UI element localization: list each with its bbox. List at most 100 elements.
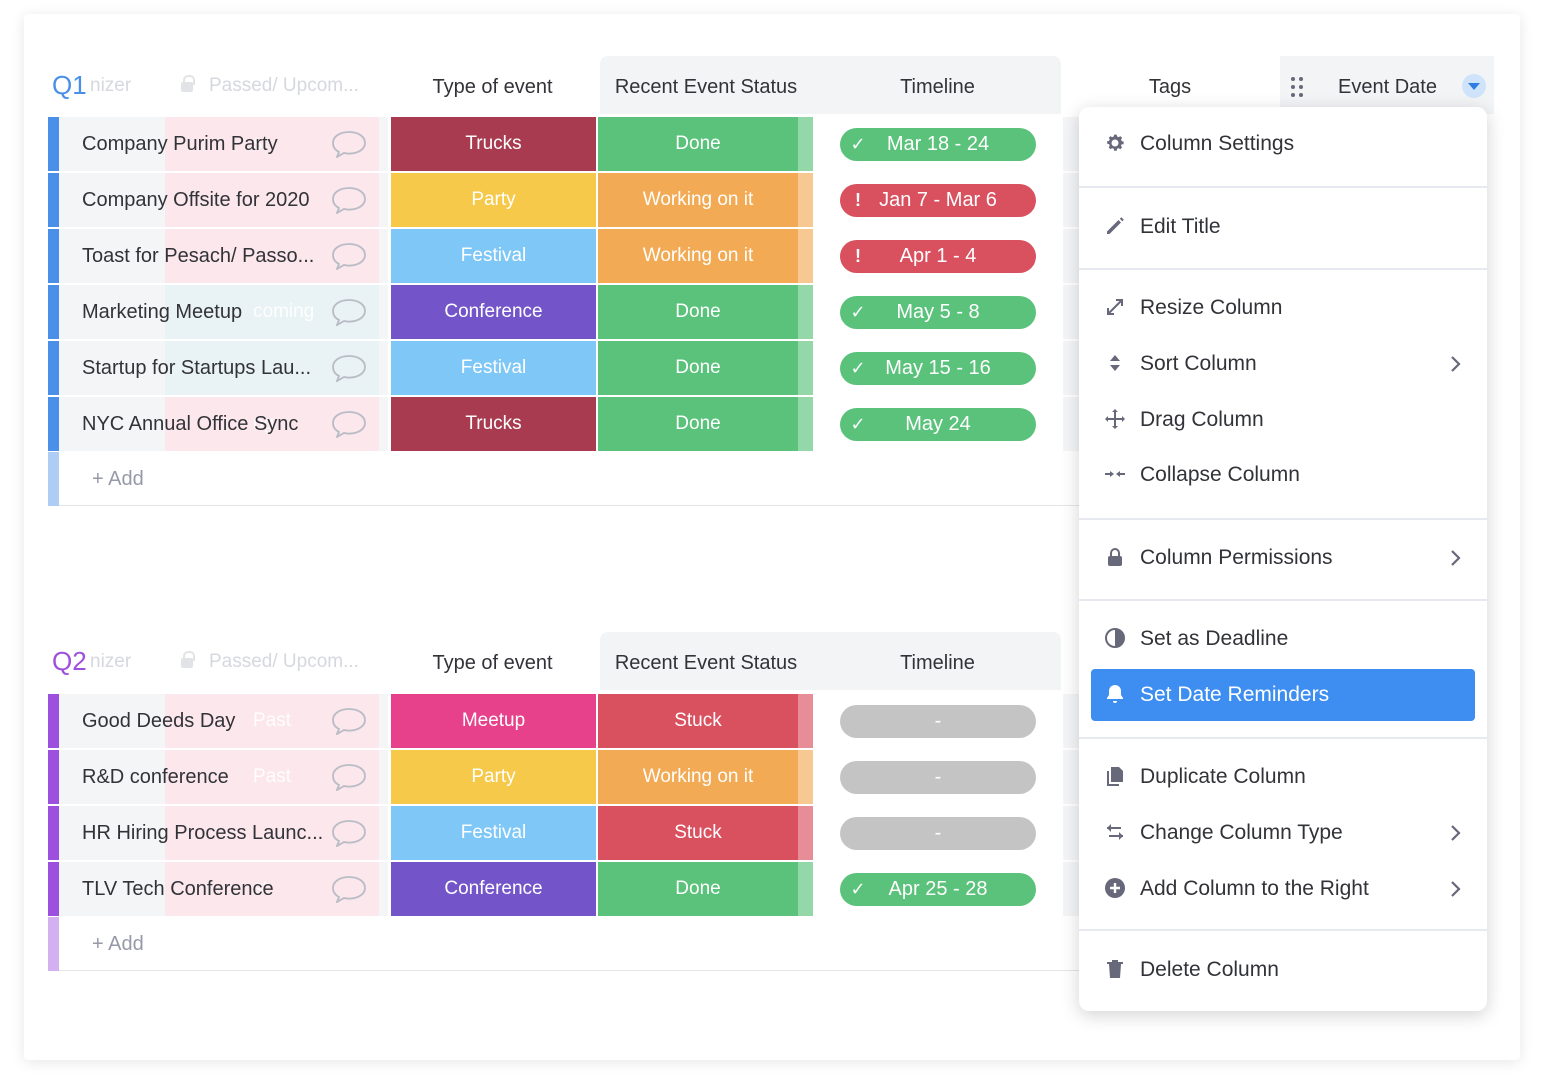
table-row[interactable]: Past Good Deeds Day Meetup Stuck -: [48, 694, 1108, 748]
add-item-button[interactable]: + Add: [92, 468, 144, 490]
table-row[interactable]: Company Offsite for 2020 Party Working on …: [48, 173, 1108, 227]
row-color-bar: [48, 341, 59, 395]
lock-icon: [181, 651, 195, 668]
group-title-q2[interactable]: Q2: [52, 646, 87, 676]
table-row[interactable]: st Company Purim Party Trucks Done ✓ Mar 18 -…: [48, 117, 1108, 171]
item-name[interactable]: HR Hiring Process Launc...: [82, 822, 324, 844]
timeline-pill[interactable]: ! Apr 1 - 4: [840, 240, 1036, 273]
row-color-bar: [48, 229, 59, 283]
comment-bubble-icon[interactable]: [330, 410, 368, 440]
col-header-status[interactable]: Recent Event Status: [614, 76, 798, 98]
status-cell[interactable]: Working on it: [598, 229, 798, 283]
type-cell[interactable]: Meetup: [391, 694, 596, 748]
check-icon: ✓: [850, 358, 866, 378]
collapse-column-menu-item[interactable]: Collapse Column: [1091, 449, 1475, 501]
set-as-deadline-menu-item[interactable]: Set as Deadline: [1091, 613, 1475, 665]
status-cell[interactable]: Working on it: [598, 173, 798, 227]
timeline-pill[interactable]: ✓ May 15 - 16: [840, 352, 1036, 385]
col-header-timeline[interactable]: Timeline: [900, 652, 975, 674]
item-name[interactable]: Good Deeds Day: [82, 710, 236, 732]
col-header-type[interactable]: Type of event: [432, 76, 553, 98]
comment-bubble-icon[interactable]: [330, 186, 368, 216]
col-header-status[interactable]: Recent Event Status: [614, 652, 798, 674]
timeline-pill[interactable]: -: [840, 705, 1036, 738]
table-row[interactable]: st TLV Tech Conference Conference Done ✓ Apr …: [48, 862, 1108, 916]
add-item-button[interactable]: + Add: [92, 933, 144, 955]
drag-grip-icon[interactable]: [1290, 76, 1304, 98]
type-cell[interactable]: Conference: [391, 285, 596, 339]
col-header-tags[interactable]: Tags: [1148, 76, 1192, 98]
type-cell[interactable]: Festival: [391, 341, 596, 395]
timeline-pill[interactable]: ! Jan 7 - Mar 6: [840, 184, 1036, 217]
item-name[interactable]: R&D conference: [82, 766, 229, 788]
timeline-pill[interactable]: ✓ Mar 18 - 24: [840, 128, 1036, 161]
item-name[interactable]: TLV Tech Conference: [82, 878, 274, 900]
status-cell[interactable]: Done: [598, 117, 798, 171]
timeline-label: May 24: [905, 413, 971, 435]
set-date-reminders-menu-item[interactable]: Set Date Reminders: [1091, 669, 1475, 721]
item-name[interactable]: Startup for Startups Lau...: [82, 357, 312, 379]
type-cell[interactable]: Conference: [391, 862, 596, 916]
comment-bubble-icon[interactable]: [330, 763, 368, 793]
comment-bubble-icon[interactable]: [330, 130, 368, 160]
item-name[interactable]: Company Purim Party: [82, 133, 278, 155]
item-name[interactable]: Marketing Meetup: [82, 301, 243, 323]
menu-divider: [1079, 186, 1487, 188]
table-row[interactable]: Toast for Pesach/ Passo... Festival Workin…: [48, 229, 1108, 283]
type-cell[interactable]: Party: [391, 173, 596, 227]
status-cell[interactable]: Done: [598, 397, 798, 451]
ghost-column-label: Passed/ Upcom...: [209, 651, 359, 672]
col-header-type[interactable]: Type of event: [432, 652, 553, 674]
duplicate-column-menu-item[interactable]: Duplicate Column: [1091, 751, 1475, 803]
timeline-pill[interactable]: ✓ May 5 - 8: [840, 296, 1036, 329]
column-context-menu: Column Settings Edit Title Resize Column So…: [1079, 107, 1487, 1011]
table-row[interactable]: HR Hiring Process Launc... Festival Stuck -: [48, 806, 1108, 860]
table-row[interactable]: coming Marketing Meetup Conference Done ✓ May…: [48, 285, 1108, 339]
type-cell[interactable]: Festival: [391, 806, 596, 860]
timeline-pill[interactable]: ✓ May 24: [840, 408, 1036, 441]
add-item-row[interactable]: + Add: [48, 452, 1108, 506]
group-title-q1[interactable]: Q1: [52, 70, 87, 100]
ghost-status-cell: [165, 862, 379, 916]
col-header-event-date[interactable]: Event Date: [1280, 56, 1494, 114]
delete-column-menu-item[interactable]: Delete Column: [1091, 944, 1475, 996]
chevron-right-icon: [1445, 879, 1465, 899]
table-row[interactable]: ng NYC Annual Office Sync Trucks Done ✓ May 2…: [48, 397, 1108, 451]
type-cell[interactable]: Party: [391, 750, 596, 804]
add-item-row[interactable]: + Add: [48, 917, 1108, 971]
resize-column-menu-item[interactable]: Resize Column: [1091, 282, 1475, 334]
comment-bubble-icon[interactable]: [330, 875, 368, 905]
timeline-pill[interactable]: -: [840, 817, 1036, 850]
table-row[interactable]: Startup for Startups Lau... Festival Done ✓…: [48, 341, 1108, 395]
timeline-pill[interactable]: -: [840, 761, 1036, 794]
item-name[interactable]: Toast for Pesach/ Passo...: [82, 245, 315, 267]
status-cell[interactable]: Stuck: [598, 806, 798, 860]
timeline-pill[interactable]: ✓ Apr 25 - 28: [840, 873, 1036, 906]
move-icon: [1103, 407, 1127, 431]
status-cell[interactable]: Working on it: [598, 750, 798, 804]
column-permissions-menu-item[interactable]: Column Permissions: [1091, 532, 1475, 584]
type-cell[interactable]: Festival: [391, 229, 596, 283]
type-cell[interactable]: Trucks: [391, 117, 596, 171]
item-name[interactable]: Company Offsite for 2020: [82, 189, 310, 211]
drag-column-menu-item[interactable]: Drag Column: [1091, 394, 1475, 446]
comment-bubble-icon[interactable]: [330, 354, 368, 384]
item-name[interactable]: NYC Annual Office Sync: [82, 413, 299, 435]
edit-title-menu-item[interactable]: Edit Title: [1091, 201, 1475, 253]
col-header-timeline[interactable]: Timeline: [900, 76, 975, 98]
sort-column-menu-item[interactable]: Sort Column: [1091, 338, 1475, 390]
comment-bubble-icon[interactable]: [330, 298, 368, 328]
type-cell[interactable]: Trucks: [391, 397, 596, 451]
comment-bubble-icon[interactable]: [330, 819, 368, 849]
status-cell[interactable]: Stuck: [598, 694, 798, 748]
column-settings-menu-item[interactable]: Column Settings: [1091, 118, 1475, 170]
dropdown-arrow-icon[interactable]: [1462, 74, 1486, 98]
change-column-type-menu-item[interactable]: Change Column Type: [1091, 807, 1475, 859]
status-cell[interactable]: Done: [598, 341, 798, 395]
comment-bubble-icon[interactable]: [330, 707, 368, 737]
status-cell[interactable]: Done: [598, 862, 798, 916]
status-cell[interactable]: Done: [598, 285, 798, 339]
add-column-to-the-right-menu-item[interactable]: Add Column to the Right: [1091, 863, 1475, 915]
comment-bubble-icon[interactable]: [330, 242, 368, 272]
table-row[interactable]: Past R&D conference Party Working on it -: [48, 750, 1108, 804]
